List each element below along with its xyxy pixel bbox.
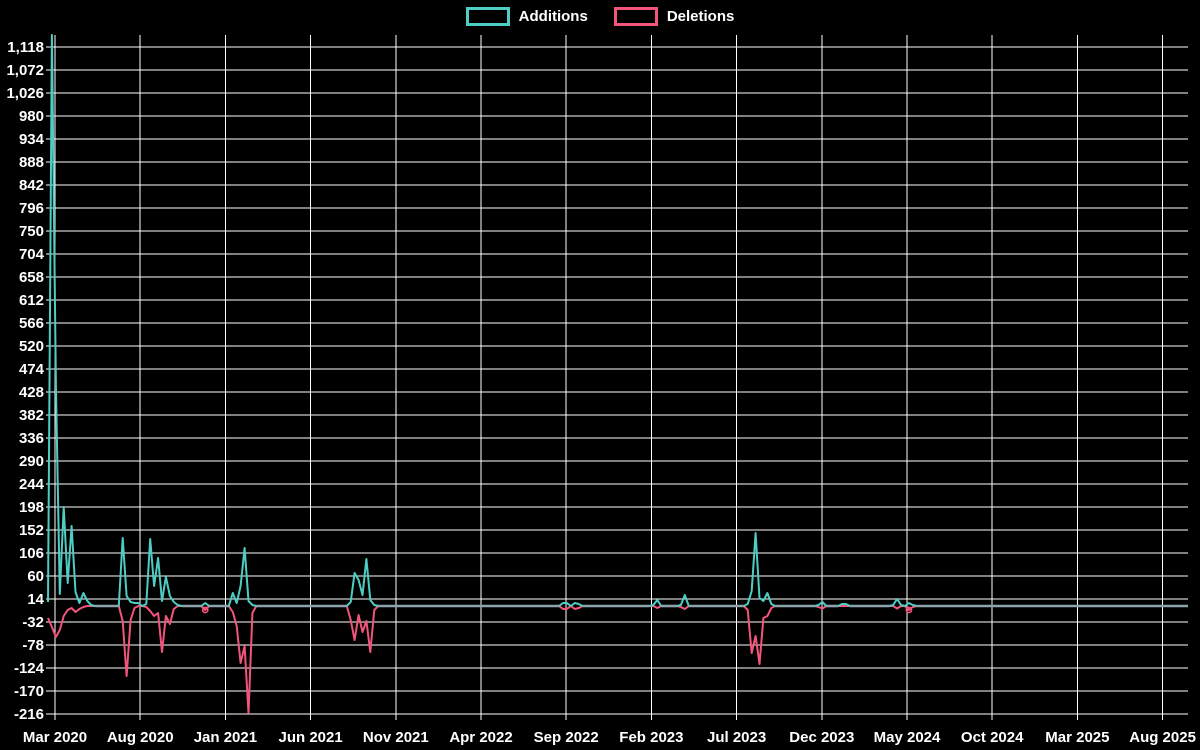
x-tick-label: Nov 2021 [363, 729, 429, 746]
y-tick-label: 566 [19, 315, 44, 332]
x-tick-label: Dec 2023 [789, 729, 854, 746]
additions-line [47, 34, 1188, 607]
x-tick-label: Mar 2020 [23, 729, 87, 746]
y-tick-label: -78 [22, 637, 44, 654]
x-tick-label: Aug 2025 [1129, 729, 1196, 746]
x-tick-label: Sep 2022 [534, 729, 599, 746]
y-tick-label: -32 [22, 614, 44, 631]
x-tick-label: Oct 2024 [961, 729, 1024, 746]
deletions-point-marker [201, 606, 209, 614]
y-tick-label: -124 [14, 660, 45, 677]
legend-label-deletions: Deletions [666, 8, 735, 25]
y-tick-label: 704 [19, 246, 45, 263]
x-tick-label: Jun 2021 [278, 729, 342, 746]
deletions-point-marker [905, 606, 913, 614]
y-tick-label: 796 [19, 200, 44, 217]
y-tick-label: 750 [19, 223, 44, 240]
y-tick-label: 980 [19, 108, 44, 125]
y-tick-label: 842 [19, 177, 44, 194]
y-tick-label: 1,072 [6, 62, 44, 79]
y-tick-label: 1,026 [6, 85, 44, 102]
y-tick-label: 244 [19, 476, 45, 493]
x-tick-label: Apr 2022 [449, 729, 512, 746]
y-tick-label: 152 [19, 522, 44, 539]
y-tick-label: -216 [14, 706, 44, 723]
y-tick-label: 336 [19, 430, 44, 447]
x-tick-label: Feb 2023 [619, 729, 683, 746]
x-tick-label: Aug 2020 [107, 729, 174, 746]
x-tick-label: May 2024 [874, 729, 941, 746]
y-tick-label: 612 [19, 292, 44, 309]
legend-item-additions[interactable]: Additions [465, 7, 588, 26]
y-tick-label: 428 [19, 384, 44, 401]
y-tick-label: 290 [19, 453, 44, 470]
y-tick-label: 106 [19, 545, 44, 562]
y-tick-label: 520 [19, 338, 44, 355]
y-tick-label: 474 [19, 361, 45, 378]
y-tick-label: 382 [19, 407, 44, 424]
x-tick-label: Jan 2021 [194, 729, 257, 746]
y-tick-label: 934 [19, 131, 45, 148]
y-tick-label: -170 [14, 683, 44, 700]
deletions-swatch-icon [613, 7, 658, 26]
legend-label-additions: Additions [518, 8, 588, 25]
y-tick-label: 658 [19, 269, 44, 286]
y-tick-label: 14 [27, 591, 44, 608]
y-tick-label: 888 [19, 154, 44, 171]
legend-item-deletions[interactable]: Deletions [613, 7, 735, 26]
additions-swatch-icon [465, 7, 510, 26]
chart-legend: Additions Deletions [0, 7, 1200, 26]
x-tick-label: Jul 2023 [707, 729, 766, 746]
y-tick-label: 60 [27, 568, 44, 585]
y-tick-label: 198 [19, 499, 44, 516]
x-tick-label: Mar 2025 [1045, 729, 1109, 746]
y-tick-label: 1,118 [7, 39, 44, 56]
